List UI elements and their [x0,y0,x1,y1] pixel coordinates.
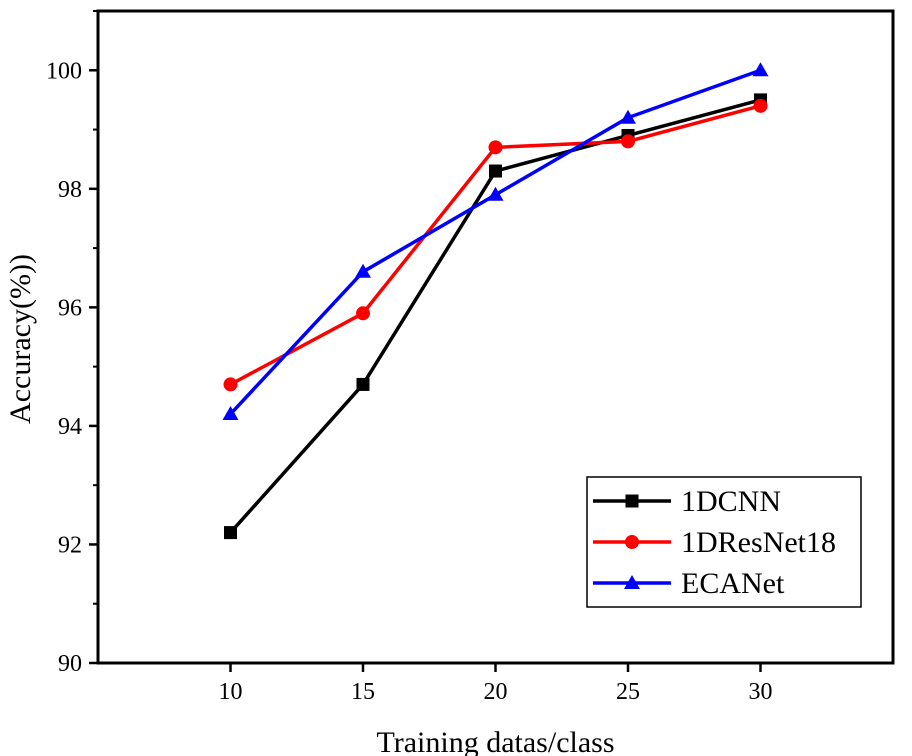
y-tick-label: 98 [58,177,82,203]
legend: 1DCNN 1DResNet18 ECANet [586,476,862,608]
legend-marker [625,494,639,508]
data-point [356,377,370,391]
data-point [356,306,370,321]
data-point [621,134,635,149]
y-tick-label: 92 [58,532,82,558]
legend-item: 1DCNN [593,485,781,518]
data-point [488,140,503,155]
y-tick-label: 100 [46,58,82,84]
y-tick-label: 94 [58,414,82,440]
y-axis-label: Accuracy(%)) [4,254,37,424]
series-layer [222,62,769,540]
x-tick-label: 20 [484,679,508,705]
x-tick-label: 30 [749,679,773,705]
series-1DCNN [224,93,767,540]
plot-frame [96,9,895,665]
data-point [489,164,502,178]
data-point [222,406,239,421]
data-point [224,526,237,540]
data-point [753,98,768,113]
series-1DResNet18 [223,98,768,392]
legend-label: 1DResNet18 [681,526,836,559]
x-tick-label: 15 [351,679,375,705]
legend-label: ECANet [681,567,785,600]
legend-label: 1DCNN [681,485,781,518]
legend-item: 1DResNet18 [593,526,836,559]
x-tick-label: 25 [616,679,640,705]
legend-marker [624,575,640,589]
data-point [223,377,238,392]
x-tick-label: 10 [219,679,243,705]
legend-item: ECANet [593,567,785,600]
x-axis-label: Training datas/class [376,726,614,756]
data-point [355,263,371,278]
data-point [487,186,504,201]
y-tick-label: 96 [58,295,82,321]
y-axis-ticks: 90 92 94 96 98 100 [46,10,98,677]
data-point [620,109,636,124]
data-point [752,62,769,77]
x-axis-ticks: 10 15 20 25 30 [219,663,773,705]
legend-marker [625,535,639,549]
y-tick-label: 90 [58,651,82,677]
series-ECANet [222,62,769,421]
